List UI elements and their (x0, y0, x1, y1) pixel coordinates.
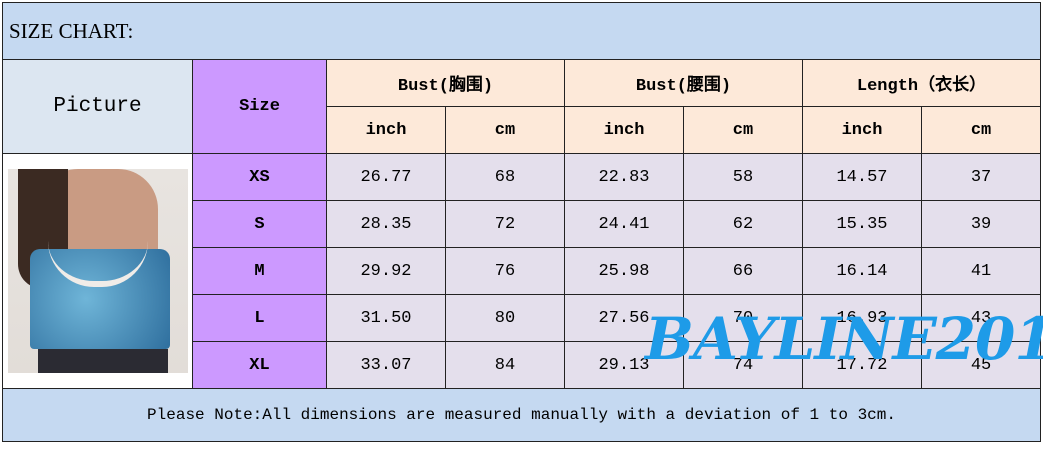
table-row: M 29.92 76 25.98 66 16.14 41 (3, 247, 1042, 295)
value-cell: 43 (920, 294, 1042, 342)
product-photo (2, 153, 193, 389)
value-cell: 26.77 (326, 153, 446, 201)
value-cell: 37 (920, 153, 1042, 201)
value-cell: 39 (920, 200, 1042, 248)
value-cell: 29.13 (564, 341, 684, 389)
picture-header: Picture (2, 59, 193, 154)
value-cell: 33.07 (326, 341, 446, 389)
unit-header: cm (445, 106, 565, 154)
value-cell: 62 (683, 200, 803, 248)
value-cell: 68 (445, 153, 565, 201)
value-cell: 80 (445, 294, 565, 342)
table-row: L 31.50 80 27.56 70 16.93 43 (3, 294, 1042, 342)
size-header: Size (192, 59, 327, 154)
value-cell: 66 (683, 247, 803, 295)
value-cell: 17.72 (802, 341, 922, 389)
size-cell: S (192, 200, 327, 248)
group-header-bust: Bust(胸围) (326, 59, 565, 107)
value-cell: 28.35 (326, 200, 446, 248)
unit-header: inch (564, 106, 684, 154)
size-cell: XL (192, 341, 327, 389)
note: Please Note:All dimensions are measured … (1, 388, 1042, 442)
value-cell: 72 (445, 200, 565, 248)
unit-header: inch (326, 106, 446, 154)
product-image (7, 169, 188, 373)
value-cell: 84 (445, 341, 565, 389)
chart-title: SIZE CHART: (1, 2, 1042, 60)
unit-header: inch (802, 106, 922, 154)
value-cell: 16.93 (802, 294, 922, 342)
group-header-length: Length（衣长） (801, 59, 1042, 107)
value-cell: 45 (920, 341, 1042, 389)
table-row: XS 26.77 68 22.83 58 14.57 37 (2, 153, 1042, 389)
size-cell: L (192, 294, 327, 342)
value-cell: 27.56 (564, 294, 684, 342)
value-cell: 31.50 (326, 294, 446, 342)
group-header-waist: Bust(腰围) (564, 59, 803, 107)
value-cell: 16.14 (802, 247, 922, 295)
value-cell: 58 (683, 153, 803, 201)
value-cell: 29.92 (326, 247, 446, 295)
value-cell: 22.83 (564, 153, 684, 201)
value-cell: 70 (683, 294, 803, 342)
value-cell: 74 (683, 341, 803, 389)
unit-header: cm (683, 106, 803, 154)
size-cell: M (192, 247, 327, 295)
size-cell: XS (192, 153, 327, 201)
value-cell: 15.35 (802, 200, 922, 248)
value-cell: 76 (445, 247, 565, 295)
size-table: SIZE CHART: Picture Size Bust(胸围) Bust(腰… (1, 2, 1042, 442)
value-cell: 41 (920, 247, 1042, 295)
unit-header: cm (920, 106, 1042, 154)
value-cell: 25.98 (564, 247, 684, 295)
value-cell: 14.57 (802, 153, 922, 201)
table-row: XL 33.07 84 29.13 74 17.72 45 (3, 341, 1042, 389)
value-cell: 24.41 (564, 200, 684, 248)
table-row: S 28.35 72 24.41 62 15.35 39 (3, 200, 1042, 248)
